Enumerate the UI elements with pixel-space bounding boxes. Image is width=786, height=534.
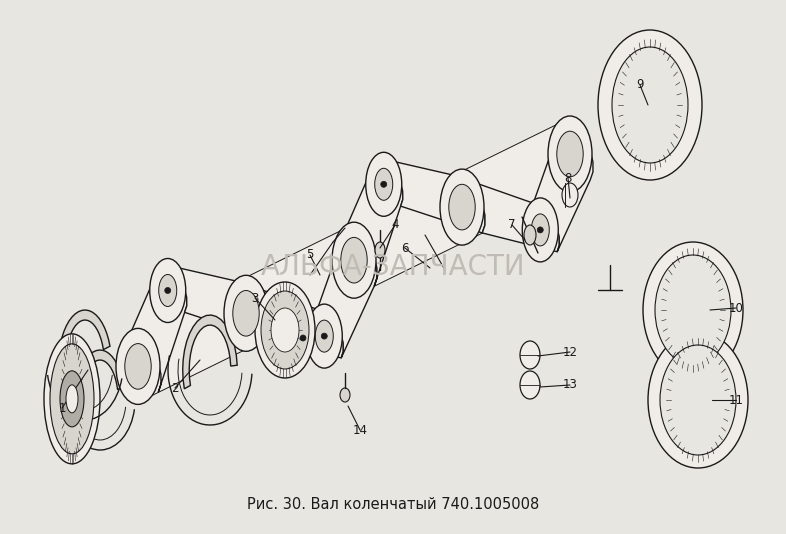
Ellipse shape xyxy=(60,371,84,427)
Ellipse shape xyxy=(655,255,731,365)
Ellipse shape xyxy=(44,334,100,464)
Polygon shape xyxy=(376,158,485,233)
Text: АЛЬФА-ЗАПЧАСТИ: АЛЬФА-ЗАПЧАСТИ xyxy=(261,253,525,281)
Ellipse shape xyxy=(375,242,385,258)
Ellipse shape xyxy=(520,341,540,369)
Ellipse shape xyxy=(116,328,160,404)
Ellipse shape xyxy=(531,214,549,246)
Text: Рис. 30. Вал коленчатый 740.1005008: Рис. 30. Вал коленчатый 740.1005008 xyxy=(247,497,539,512)
Ellipse shape xyxy=(261,291,309,369)
Text: 5: 5 xyxy=(307,248,314,262)
Text: 3: 3 xyxy=(252,292,259,304)
Ellipse shape xyxy=(365,152,402,216)
Polygon shape xyxy=(238,281,343,358)
Ellipse shape xyxy=(520,371,540,399)
Ellipse shape xyxy=(548,116,592,192)
Polygon shape xyxy=(77,350,123,390)
Ellipse shape xyxy=(50,344,94,454)
Text: 13: 13 xyxy=(563,379,578,391)
Text: 10: 10 xyxy=(729,302,744,315)
Ellipse shape xyxy=(149,258,185,323)
Ellipse shape xyxy=(66,385,78,413)
Ellipse shape xyxy=(332,222,376,298)
Ellipse shape xyxy=(524,225,536,245)
Ellipse shape xyxy=(233,290,259,336)
Polygon shape xyxy=(130,264,187,392)
Ellipse shape xyxy=(440,169,484,245)
Polygon shape xyxy=(123,284,260,395)
Polygon shape xyxy=(346,158,402,286)
Ellipse shape xyxy=(255,282,315,378)
Polygon shape xyxy=(161,264,269,339)
Ellipse shape xyxy=(449,184,476,230)
Text: 6: 6 xyxy=(401,241,409,255)
Text: 14: 14 xyxy=(352,423,368,436)
Text: 1: 1 xyxy=(58,402,66,414)
Ellipse shape xyxy=(159,274,177,307)
Polygon shape xyxy=(318,229,377,358)
Polygon shape xyxy=(59,310,110,354)
Text: 11: 11 xyxy=(729,394,744,406)
Ellipse shape xyxy=(224,276,268,351)
Text: 4: 4 xyxy=(391,218,399,232)
Ellipse shape xyxy=(612,47,688,163)
Ellipse shape xyxy=(300,335,306,341)
Ellipse shape xyxy=(375,168,393,200)
Ellipse shape xyxy=(125,343,151,389)
Text: 7: 7 xyxy=(509,218,516,232)
Ellipse shape xyxy=(165,287,171,294)
Ellipse shape xyxy=(538,227,543,233)
Ellipse shape xyxy=(271,308,299,352)
Ellipse shape xyxy=(307,304,342,368)
Ellipse shape xyxy=(315,320,333,352)
Ellipse shape xyxy=(598,30,702,180)
Polygon shape xyxy=(232,231,369,342)
Text: 2: 2 xyxy=(171,381,178,395)
Polygon shape xyxy=(533,122,593,252)
Ellipse shape xyxy=(522,198,558,262)
Text: 12: 12 xyxy=(563,345,578,358)
Text: 9: 9 xyxy=(636,78,644,91)
Ellipse shape xyxy=(380,182,387,187)
Ellipse shape xyxy=(660,345,736,455)
Ellipse shape xyxy=(341,238,367,283)
Polygon shape xyxy=(454,175,560,252)
Ellipse shape xyxy=(556,131,583,177)
Ellipse shape xyxy=(321,333,327,339)
Polygon shape xyxy=(340,178,476,289)
Ellipse shape xyxy=(643,242,743,378)
Text: 8: 8 xyxy=(564,171,571,185)
Ellipse shape xyxy=(648,332,748,468)
Polygon shape xyxy=(182,315,237,389)
Ellipse shape xyxy=(562,183,578,207)
Ellipse shape xyxy=(340,388,350,402)
Polygon shape xyxy=(448,125,584,236)
